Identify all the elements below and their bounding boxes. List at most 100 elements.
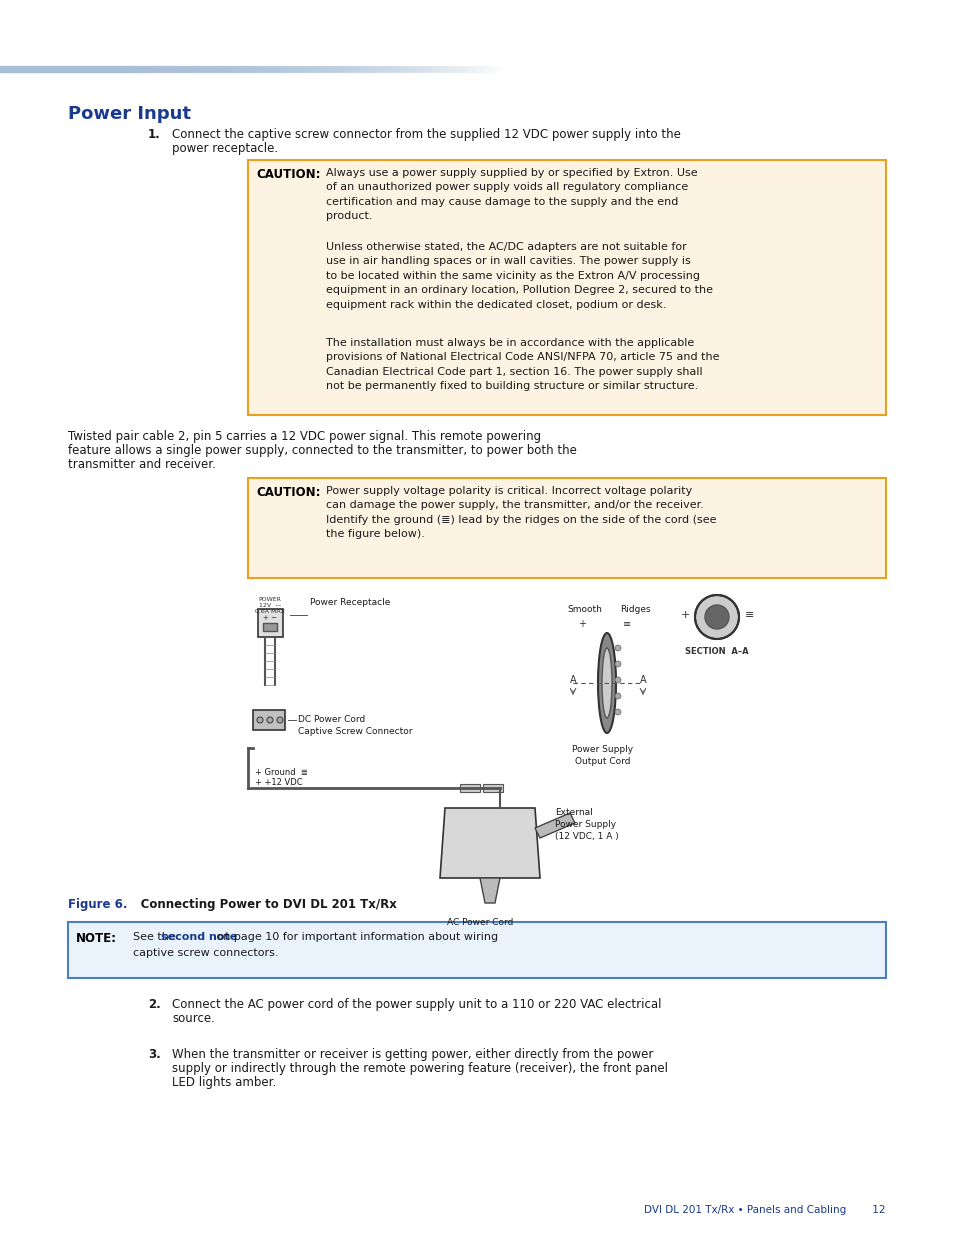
Text: Connect the captive screw connector from the supplied 12 VDC power supply into t: Connect the captive screw connector from… xyxy=(172,128,680,141)
Bar xyxy=(276,65,277,72)
Text: A: A xyxy=(569,676,576,685)
Bar xyxy=(284,65,285,72)
Text: + Ground  ≣: + Ground ≣ xyxy=(254,768,308,777)
Bar xyxy=(330,65,331,72)
Bar xyxy=(211,65,212,72)
Bar xyxy=(220,65,221,72)
Bar xyxy=(177,65,178,72)
Bar xyxy=(578,65,579,72)
Bar xyxy=(349,65,350,72)
Bar xyxy=(282,65,283,72)
Bar xyxy=(3,65,4,72)
Text: DVI DL 201 Tx/Rx • Panels and Cabling        12: DVI DL 201 Tx/Rx • Panels and Cabling 12 xyxy=(644,1205,885,1215)
Bar xyxy=(183,65,184,72)
Text: Captive Screw Connector: Captive Screw Connector xyxy=(297,727,412,736)
Bar xyxy=(313,65,314,72)
Bar xyxy=(459,784,479,792)
Bar xyxy=(201,65,202,72)
Text: CAUTION:: CAUTION: xyxy=(255,168,320,182)
Bar xyxy=(401,65,402,72)
Bar xyxy=(442,65,443,72)
Text: 0.6A MAX: 0.6A MAX xyxy=(254,609,285,614)
Bar xyxy=(438,65,439,72)
Bar xyxy=(387,65,388,72)
Bar xyxy=(318,65,319,72)
Bar xyxy=(49,65,50,72)
Bar xyxy=(456,65,457,72)
Bar xyxy=(79,65,80,72)
Bar xyxy=(58,65,59,72)
Bar xyxy=(558,65,559,72)
Bar xyxy=(151,65,152,72)
Bar xyxy=(563,65,564,72)
Bar xyxy=(517,65,518,72)
Bar xyxy=(60,65,61,72)
Ellipse shape xyxy=(615,693,620,699)
Bar xyxy=(590,65,592,72)
Bar xyxy=(204,65,205,72)
Bar xyxy=(15,65,16,72)
Text: supply or indirectly through the remote powering feature (receiver), the front p: supply or indirectly through the remote … xyxy=(172,1062,667,1074)
Bar xyxy=(178,65,179,72)
Bar xyxy=(440,65,441,72)
Bar xyxy=(359,65,360,72)
Bar xyxy=(449,65,450,72)
Bar xyxy=(364,65,365,72)
Bar xyxy=(399,65,400,72)
Bar xyxy=(301,65,302,72)
Text: Power Receptacle: Power Receptacle xyxy=(310,598,390,606)
Bar xyxy=(386,65,387,72)
Bar xyxy=(513,65,514,72)
Bar xyxy=(435,65,436,72)
Ellipse shape xyxy=(615,661,620,667)
Bar xyxy=(384,65,385,72)
Bar xyxy=(48,65,49,72)
Polygon shape xyxy=(535,813,575,839)
Text: Smooth: Smooth xyxy=(566,605,601,614)
Bar xyxy=(168,65,169,72)
Bar xyxy=(546,65,547,72)
Bar xyxy=(566,65,567,72)
Bar xyxy=(562,65,563,72)
Text: SECTION  A–A: SECTION A–A xyxy=(684,647,748,656)
Bar xyxy=(256,65,257,72)
Bar xyxy=(537,65,538,72)
Bar xyxy=(26,65,27,72)
Bar xyxy=(181,65,182,72)
Bar xyxy=(185,65,186,72)
Bar xyxy=(285,65,286,72)
Bar xyxy=(468,65,469,72)
Bar xyxy=(20,65,21,72)
Text: Twisted pair cable 2, pin 5 carries a 12 VDC power signal. This remote powering: Twisted pair cable 2, pin 5 carries a 12… xyxy=(68,430,540,443)
Bar xyxy=(46,65,47,72)
Bar xyxy=(422,65,423,72)
Bar xyxy=(433,65,434,72)
Bar xyxy=(6,65,7,72)
Bar xyxy=(516,65,517,72)
Bar xyxy=(533,65,534,72)
Bar xyxy=(33,65,34,72)
Bar xyxy=(123,65,124,72)
Bar xyxy=(397,65,398,72)
Bar xyxy=(464,65,465,72)
Bar xyxy=(339,65,340,72)
Bar xyxy=(326,65,327,72)
Bar xyxy=(150,65,151,72)
Bar xyxy=(302,65,303,72)
Bar xyxy=(510,65,511,72)
Bar xyxy=(146,65,147,72)
Bar xyxy=(525,65,526,72)
Bar xyxy=(97,65,98,72)
Bar xyxy=(298,65,299,72)
Bar xyxy=(131,65,132,72)
Bar xyxy=(147,65,148,72)
Bar xyxy=(334,65,335,72)
Bar xyxy=(289,65,290,72)
Bar xyxy=(51,65,52,72)
Bar xyxy=(263,622,276,631)
Bar xyxy=(453,65,454,72)
Bar xyxy=(373,65,374,72)
Bar xyxy=(266,65,267,72)
Bar xyxy=(225,65,226,72)
Bar xyxy=(379,65,380,72)
